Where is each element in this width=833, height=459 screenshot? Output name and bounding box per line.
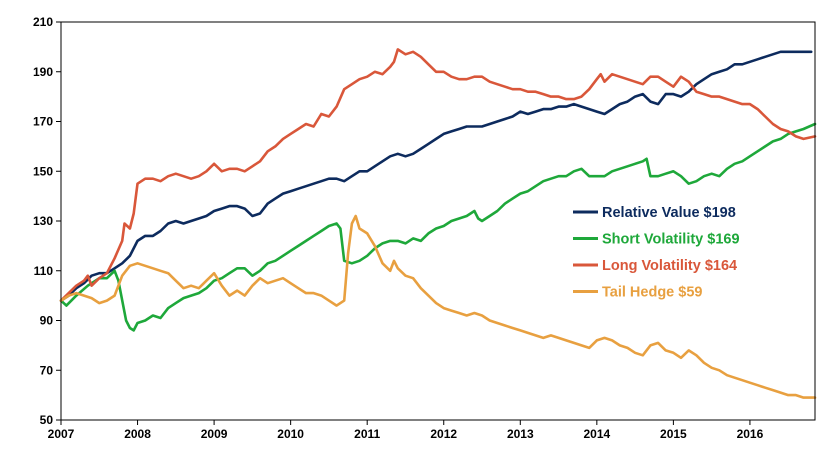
legend-label: Short Volatility $169: [602, 232, 740, 248]
legend-entry: Tail Hedge $59: [573, 285, 702, 301]
y-tick-label: 90: [40, 314, 54, 328]
series-lines: [59, 48, 817, 399]
legend: Relative Value $198 Short Volatility $169…: [573, 205, 740, 301]
x-tick-label: 2007: [48, 427, 75, 441]
x-tick-label: 2008: [124, 427, 151, 441]
legend-label: Long Volatility $164: [602, 258, 737, 274]
legend-label: Tail Hedge $59: [602, 285, 702, 301]
x-tick-label: 2014: [583, 427, 610, 441]
y-tick-label: 130: [33, 214, 53, 228]
x-tick-label: 2010: [277, 427, 304, 441]
y-tick-label: 190: [33, 65, 53, 79]
y-tick-label: 110: [34, 264, 54, 278]
x-tick-label: 2011: [354, 427, 380, 441]
y-tick-label: 70: [40, 363, 54, 377]
x-tick-label: 2016: [737, 427, 764, 441]
plot-area-frame: [60, 21, 816, 421]
series-line-3: [59, 214, 817, 399]
y-axis: 50 70 90 110 130 150 170 190 210: [33, 15, 61, 427]
y-tick-label: 170: [33, 115, 53, 129]
y-tick-label: 210: [33, 15, 53, 29]
series-line-0: [59, 50, 813, 302]
x-tick-label: 2015: [660, 427, 687, 441]
x-tick-label: 2013: [507, 427, 534, 441]
series-line-2: [59, 48, 817, 302]
x-axis: 2007 2008 2009 2010 2011 2012 2013 2014 2015 2016: [48, 420, 764, 441]
x-tick-label: 2009: [201, 427, 228, 441]
legend-entry: Relative Value $198: [573, 205, 736, 221]
series-line-1: [59, 122, 817, 332]
legend-entry: Short Volatility $169: [573, 232, 740, 248]
x-tick-label: 2012: [430, 427, 457, 441]
legend-entry: Long Volatility $164: [573, 258, 737, 274]
legend-label: Relative Value $198: [602, 205, 736, 221]
y-tick-label: 150: [33, 164, 53, 178]
y-tick-label: 50: [40, 413, 54, 427]
